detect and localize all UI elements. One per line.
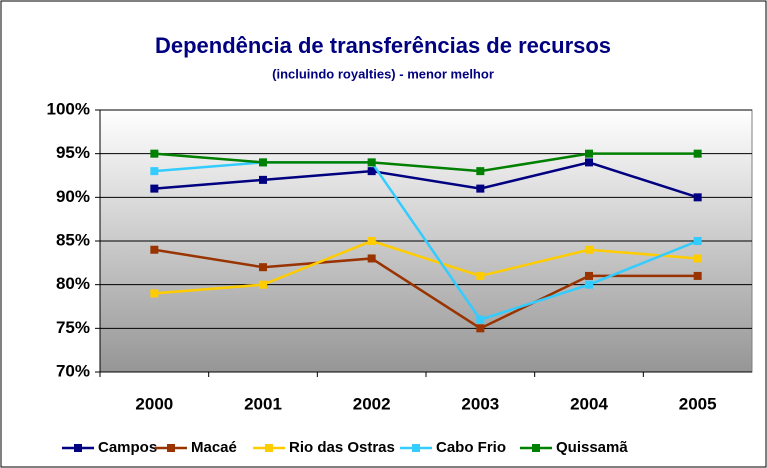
point-marker bbox=[476, 271, 485, 280]
point-marker bbox=[476, 167, 485, 176]
y-tick-label: 100% bbox=[47, 99, 90, 118]
point-marker bbox=[476, 324, 485, 333]
point-marker bbox=[367, 167, 376, 176]
series-line bbox=[154, 239, 698, 295]
x-tick-label: 2005 bbox=[679, 394, 717, 413]
legend-marker bbox=[412, 444, 420, 452]
legend-marker bbox=[167, 444, 175, 452]
point-marker bbox=[693, 271, 702, 280]
legend-label: Cabo Frio bbox=[436, 439, 506, 456]
point-marker bbox=[150, 289, 159, 298]
legend-label: Macaé bbox=[191, 439, 237, 456]
point-marker bbox=[693, 193, 702, 202]
point-marker bbox=[259, 280, 267, 289]
y-tick-label: 75% bbox=[56, 318, 90, 337]
y-tick-label: 85% bbox=[56, 230, 90, 249]
point-marker bbox=[693, 149, 702, 158]
point-marker bbox=[585, 149, 593, 158]
point-marker bbox=[476, 184, 485, 193]
legend-marker bbox=[532, 444, 540, 452]
point-marker bbox=[585, 245, 593, 254]
point-marker bbox=[585, 271, 593, 280]
y-tick-label: 90% bbox=[56, 187, 90, 206]
x-tick-label: 2000 bbox=[135, 394, 173, 413]
point-marker bbox=[259, 158, 267, 167]
point-marker bbox=[476, 315, 485, 324]
series-line bbox=[154, 248, 698, 330]
point-marker bbox=[693, 254, 702, 263]
point-marker bbox=[367, 158, 376, 167]
point-marker bbox=[259, 263, 267, 272]
series-line bbox=[154, 152, 698, 173]
point-marker bbox=[150, 245, 159, 254]
point-marker bbox=[150, 167, 159, 176]
y-tick-label: 80% bbox=[56, 274, 90, 293]
legend-label: Campos bbox=[98, 439, 157, 456]
point-marker bbox=[150, 184, 159, 193]
point-marker bbox=[585, 158, 593, 167]
y-tick-label: 95% bbox=[56, 143, 90, 162]
x-tick-label: 2001 bbox=[244, 394, 282, 413]
legend-marker bbox=[74, 444, 82, 452]
point-marker bbox=[150, 149, 159, 158]
x-tick-label: 2003 bbox=[461, 394, 499, 413]
chart-title: Dependência de transferências de recurso… bbox=[155, 33, 611, 58]
x-tick-label: 2004 bbox=[570, 394, 608, 413]
legend-label: Quissamã bbox=[556, 439, 628, 456]
chart-subtitle: (incluindo royalties) - menor melhor bbox=[272, 66, 494, 81]
point-marker bbox=[367, 254, 376, 263]
series-line bbox=[154, 161, 699, 322]
point-marker bbox=[259, 175, 267, 184]
series-line bbox=[154, 161, 699, 199]
x-tick-label: 2002 bbox=[353, 394, 391, 413]
point-marker bbox=[367, 237, 376, 245]
point-marker bbox=[693, 237, 702, 245]
legend-marker bbox=[265, 444, 273, 452]
legend-label: Rio das Ostras bbox=[289, 439, 395, 456]
point-marker bbox=[585, 280, 593, 289]
y-tick-label: 70% bbox=[56, 361, 90, 380]
